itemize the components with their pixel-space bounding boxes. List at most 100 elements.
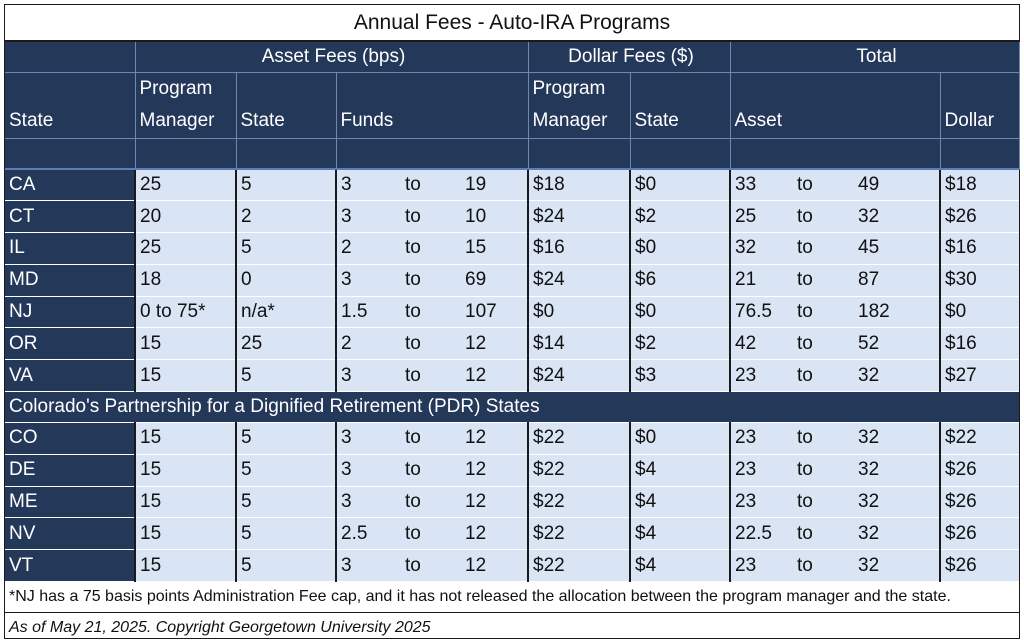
table-cell: to (401, 359, 461, 393)
table-cell: 3 (335, 200, 401, 234)
table-cell: to (401, 517, 461, 551)
table-cell: to (401, 453, 461, 487)
table-cell: $0 (629, 422, 730, 455)
table-cell: $27 (939, 359, 1019, 393)
table-cell: 10 (461, 200, 528, 234)
table-cell: 15 (134, 422, 236, 455)
table-cell: 12 (461, 453, 528, 487)
table-cell: 12 (461, 422, 528, 455)
table-cell: 15 (134, 327, 236, 361)
table-cell: 3 (335, 549, 401, 583)
row-state-cell: CT (5, 200, 135, 234)
table-cell: to (793, 168, 854, 202)
table-cell: 5 (235, 485, 336, 519)
table-cell: $24 (527, 263, 630, 297)
table-cell: $4 (629, 517, 730, 551)
table-cell: $22 (527, 422, 630, 455)
table-row: OR 15 25 2 to 12 $14 $2 42 to 52 $16 (5, 327, 1019, 361)
table-cell: 12 (461, 485, 528, 519)
table-cell: 5 (235, 517, 336, 551)
table-cell: 3 (335, 485, 401, 519)
table-cell: $22 (527, 485, 630, 519)
table-cell: $22 (939, 422, 1019, 455)
row-state-cell: VA (5, 359, 135, 393)
header-blank (5, 41, 136, 73)
table-cell: to (401, 263, 461, 297)
table-cell: 25 (729, 200, 793, 234)
table-cell: to (793, 295, 854, 329)
table-cell: $18 (527, 168, 630, 202)
table-cell: to (401, 232, 461, 265)
copyright-note: As of May 21, 2025. Copyright Georgetown… (5, 612, 1019, 644)
table-row: CO 15 5 3 to 12 $22 $0 23 to 32 $22 (5, 422, 1019, 455)
table-cell: to (401, 549, 461, 583)
table-row: CT 20 2 3 to 10 $24 $2 25 to 32 $26 (5, 200, 1019, 234)
table-row: VA 15 5 3 to 12 $24 $3 23 to 32 $27 (5, 359, 1019, 393)
table-cell: to (793, 232, 854, 265)
table-cell: 18 (134, 263, 236, 297)
table-cell: $0 (527, 295, 630, 329)
table-cell: to (401, 485, 461, 519)
table-cell: 5 (235, 422, 336, 455)
table-cell: $2 (629, 327, 730, 361)
table-cell: 12 (461, 549, 528, 583)
table-cell: $26 (939, 549, 1019, 583)
table-cell: 15 (134, 549, 236, 583)
table-cell: 19 (461, 168, 528, 202)
table-row: IL 25 5 2 to 15 $16 $0 32 to 45 $16 (5, 232, 1019, 265)
table-cell: 32 (854, 485, 940, 519)
table-cell: 5 (235, 168, 336, 202)
table-cell: $16 (939, 327, 1019, 361)
section-label: Colorado's Partnership for a Dignified R… (5, 391, 1019, 423)
table-cell: 23 (729, 485, 793, 519)
table-cell: 23 (729, 453, 793, 487)
table-cell: 3 (335, 168, 401, 202)
table-cell: 15 (134, 485, 236, 519)
table-cell: 52 (854, 327, 940, 361)
table-cell: to (793, 453, 854, 487)
table-cell: $4 (629, 549, 730, 583)
table-cell: to (401, 422, 461, 455)
table-cell: $26 (939, 485, 1019, 519)
table-cell: 69 (461, 263, 528, 297)
table-cell: 25 (134, 232, 236, 265)
table-row: ME 15 5 3 to 12 $22 $4 23 to 32 $26 (5, 485, 1019, 519)
table-cell: $26 (939, 200, 1019, 234)
table-cell: to (401, 327, 461, 361)
table-cell: 22.5 (729, 517, 793, 551)
header-dollar-state: State (630, 72, 731, 139)
table-cell: $22 (527, 453, 630, 487)
table-cell: to (401, 168, 461, 202)
table-cell: 2 (235, 200, 336, 234)
header-spacer-row (5, 138, 1020, 170)
table-cell: 3 (335, 263, 401, 297)
table-cell: $14 (527, 327, 630, 361)
table-cell: $22 (527, 549, 630, 583)
header-funds: Funds (336, 72, 529, 139)
table-title: Annual Fees - Auto-IRA Programs (5, 5, 1019, 42)
table-cell: $4 (629, 453, 730, 487)
section-row-pdr: Colorado's Partnership for a Dignified R… (5, 391, 1019, 423)
row-state-cell: ME (5, 485, 135, 519)
table-cell: to (793, 263, 854, 297)
table-cell: 3 (335, 422, 401, 455)
table-cell: 5 (235, 359, 336, 393)
table-cell: 15 (461, 232, 528, 265)
table-cell: n/a* (235, 295, 336, 329)
table-cell: to (793, 517, 854, 551)
header-program-manager: Program Manager (135, 72, 237, 139)
table-cell: $4 (629, 485, 730, 519)
table-row: VT 15 5 3 to 12 $22 $4 23 to 32 $26 (5, 549, 1019, 583)
table-cell: 2 (335, 232, 401, 265)
table-cell: 42 (729, 327, 793, 361)
row-state-cell: DE (5, 453, 135, 487)
table-cell: $24 (527, 200, 630, 234)
table-cell: 5 (235, 232, 336, 265)
table-cell: 15 (134, 453, 236, 487)
table-cell: 2 (335, 327, 401, 361)
group-asset-fees: Asset Fees (bps) (135, 41, 529, 73)
row-state-cell: CO (5, 422, 135, 455)
table-cell: 5 (235, 549, 336, 583)
table-cell: to (401, 295, 461, 329)
table-cell: 32 (854, 422, 940, 455)
